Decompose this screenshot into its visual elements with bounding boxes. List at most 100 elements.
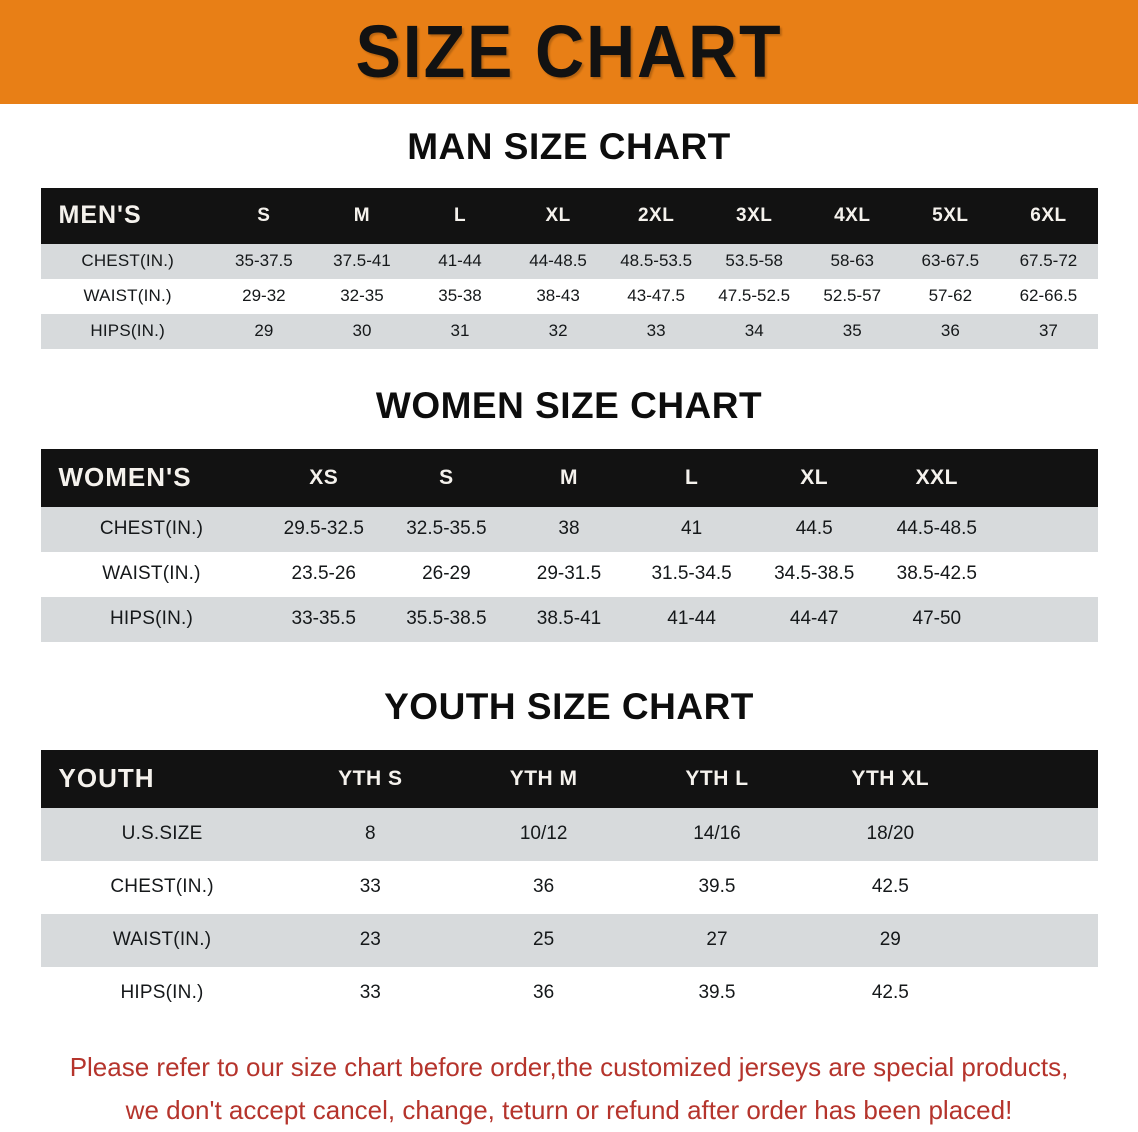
youth-col-header-yth-l: YTH L [685, 766, 749, 790]
youth-hips-yth-l: 39.5 [630, 967, 804, 1020]
women-row-spacer [998, 552, 1098, 597]
youth-hips-yth-m: 36 [456, 967, 631, 1020]
women-row-spacer [998, 597, 1098, 642]
youth-hips-yth-s: 33 [283, 967, 457, 1020]
women-col-header-xs: XS [309, 465, 339, 489]
men-col-header-6xl: 6XL [1030, 204, 1067, 226]
men-row-label-hips: HIPS(IN.) [40, 314, 215, 349]
men-hips-5xl: 36 [901, 314, 1000, 349]
men-chest-5xl: 63-67.5 [901, 244, 1000, 279]
disclaimer-line-2: we don't accept cancel, change, teturn o… [125, 1094, 1013, 1125]
table-row: CHEST(IN.) 29.5-32.5 32.5-35.5 38 41 44.… [40, 507, 1098, 552]
men-hips-3xl: 34 [705, 314, 804, 349]
men-col-header-2xl: 2XL [637, 204, 675, 226]
table-row: WAIST(IN.) 23.5-26 26-29 29-31.5 31.5-34… [40, 552, 1098, 597]
women-header-spacer [998, 449, 1097, 507]
youth-col-header-yth-xl: YTH XL [851, 766, 930, 790]
women-size-table: WOMEN'S XS S M L XL XXL CHEST(IN.) 29.5-… [40, 449, 1098, 642]
section-title-women: WOMEN SIZE CHART [375, 385, 763, 426]
men-hips-4xl: 35 [803, 314, 902, 349]
page-banner: SIZE CHART [0, 0, 1138, 104]
table-row: CHEST(IN.) 35-37.5 37.5-41 41-44 44-48.5… [40, 244, 1098, 279]
men-waist-6xl: 62-66.5 [999, 279, 1098, 314]
women-table-header-row: WOMEN'S XS S M L XL XXL [40, 449, 1098, 507]
men-hips-xl: 32 [509, 314, 608, 349]
youth-hips-yth-xl: 42.5 [803, 967, 977, 1020]
youth-waist-yth-l: 27 [630, 914, 804, 967]
women-waist-xl: 34.5-38.5 [752, 552, 876, 597]
men-waist-xl: 38-43 [509, 279, 608, 314]
men-col-header-3xl: 3XL [736, 204, 773, 226]
women-waist-m: 29-31.5 [507, 552, 631, 597]
women-hips-xl: 44-47 [752, 597, 876, 642]
men-col-header-m: M [353, 204, 371, 226]
men-size-table: MEN'S S M L XL 2XL 3XL 4XL 5XL 6XL CHEST… [40, 188, 1098, 349]
women-size-table-container: WOMEN'S XS S M L XL XXL CHEST(IN.) 29.5-… [40, 449, 1098, 642]
men-col-header-4xl: 4XL [834, 204, 871, 226]
youth-waist-yth-m: 25 [456, 914, 631, 967]
youth-row-label-chest: CHEST(IN.) [40, 861, 284, 914]
table-row: WAIST(IN.) 29-32 32-35 35-38 38-43 43-47… [40, 279, 1098, 314]
youth-corner-label: YOUTH [58, 763, 155, 793]
youth-waist-yth-xl: 29 [803, 914, 977, 967]
men-chest-s: 35-37.5 [214, 244, 313, 279]
women-col-header-m: M [559, 465, 578, 489]
disclaimer-text: Please refer to our size chart before or… [24, 1046, 1114, 1131]
women-row-label-hips: HIPS(IN.) [40, 597, 263, 642]
men-size-table-container: MEN'S S M L XL 2XL 3XL 4XL 5XL 6XL CHEST… [40, 188, 1098, 349]
women-row-spacer [998, 507, 1098, 552]
youth-row-spacer [976, 967, 1098, 1020]
women-waist-l: 31.5-34.5 [630, 552, 753, 597]
youth-waist-yth-s: 23 [283, 914, 457, 967]
men-waist-2xl: 43-47.5 [607, 279, 706, 314]
men-col-header-s: S [257, 204, 271, 226]
men-chest-2xl: 48.5-53.5 [607, 244, 706, 279]
women-row-label-chest: CHEST(IN.) [40, 507, 263, 552]
men-chest-m: 37.5-41 [312, 244, 411, 279]
women-hips-xs: 33-35.5 [262, 597, 386, 642]
men-chest-6xl: 67.5-72 [999, 244, 1098, 279]
youth-row-label-waist: WAIST(IN.) [40, 914, 284, 967]
men-hips-m: 30 [312, 314, 411, 349]
section-title-youth: YOUTH SIZE CHART [384, 686, 754, 727]
men-waist-5xl: 57-62 [901, 279, 1000, 314]
men-col-header-5xl: 5XL [932, 204, 969, 226]
table-row: WAIST(IN.) 23 25 27 29 [40, 914, 1098, 967]
youth-header-spacer [977, 750, 1098, 808]
youth-chest-yth-l: 39.5 [630, 861, 804, 914]
women-hips-s: 35.5-38.5 [385, 597, 508, 642]
men-waist-3xl: 47.5-52.5 [705, 279, 804, 314]
youth-ussize-yth-xl: 18/20 [803, 808, 977, 861]
table-row: HIPS(IN.) 33-35.5 35.5-38.5 38.5-41 41-4… [40, 597, 1098, 642]
youth-table-header-row: YOUTH YTH S YTH M YTH L YTH XL [40, 750, 1098, 808]
women-hips-m: 38.5-41 [507, 597, 631, 642]
women-col-header-xl: XL [800, 465, 829, 489]
youth-row-spacer [976, 914, 1098, 967]
women-col-header-xxl: XXL [915, 465, 958, 489]
youth-size-table-container: YOUTH YTH S YTH M YTH L YTH XL U.S.SIZE … [40, 750, 1098, 1020]
men-waist-l: 35-38 [410, 279, 510, 314]
women-corner-label: WOMEN'S [58, 462, 192, 492]
table-row: U.S.SIZE 8 10/12 14/16 18/20 [40, 808, 1098, 861]
men-hips-6xl: 37 [999, 314, 1098, 349]
men-chest-xl: 44-48.5 [509, 244, 608, 279]
men-chest-l: 41-44 [410, 244, 510, 279]
section-title-man: MAN SIZE CHART [407, 126, 731, 167]
men-waist-m: 32-35 [312, 279, 411, 314]
women-col-header-s: S [439, 465, 454, 489]
women-chest-l: 41 [630, 507, 753, 552]
men-hips-l: 31 [410, 314, 510, 349]
men-row-label-waist: WAIST(IN.) [40, 279, 215, 314]
women-waist-s: 26-29 [385, 552, 508, 597]
men-table-header-row: MEN'S S M L XL 2XL 3XL 4XL 5XL 6XL [40, 188, 1098, 244]
youth-ussize-yth-l: 14/16 [630, 808, 804, 861]
men-chest-4xl: 58-63 [803, 244, 902, 279]
women-chest-xs: 29.5-32.5 [262, 507, 386, 552]
women-row-label-waist: WAIST(IN.) [40, 552, 263, 597]
youth-row-label-hips: HIPS(IN.) [40, 967, 284, 1020]
youth-col-header-yth-m: YTH M [509, 766, 578, 790]
table-row: HIPS(IN.) 29 30 31 32 33 34 35 36 37 [40, 314, 1098, 349]
men-row-label-chest: CHEST(IN.) [40, 244, 215, 279]
men-hips-s: 29 [214, 314, 313, 349]
youth-size-table: YOUTH YTH S YTH M YTH L YTH XL U.S.SIZE … [40, 750, 1098, 1020]
